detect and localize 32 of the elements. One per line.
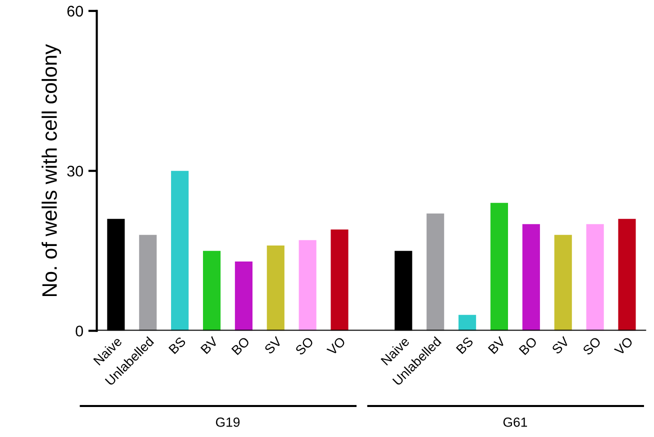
bar (171, 170, 189, 331)
x-tick-label: SV (551, 336, 570, 355)
bar (522, 224, 540, 331)
x-tick-label: BV (488, 336, 506, 354)
x-tick-label: VO (326, 336, 346, 356)
x-tick-label: BO (231, 336, 250, 356)
bar (139, 234, 157, 331)
x-tick-label: SO (582, 336, 602, 356)
bar (266, 246, 284, 331)
x-tick-label: BV (200, 336, 218, 354)
y-tick-label: 60 (67, 6, 83, 17)
y-tick-label: 30 (67, 166, 83, 177)
y-tick-label: 0 (76, 326, 83, 336)
y-axis-title: No. of wells with cell colony (42, 44, 62, 296)
bar (490, 202, 508, 331)
bar (330, 230, 348, 331)
text: G19 (216, 418, 240, 427)
bar (586, 224, 604, 331)
x-tick-label: SO (294, 336, 314, 356)
bar (554, 234, 572, 331)
bar (234, 262, 252, 331)
bar (298, 240, 316, 331)
text: G61 (503, 418, 528, 427)
x-tick-label: VO (614, 336, 634, 356)
x-tick-label: BS (456, 336, 474, 354)
bar (202, 250, 221, 331)
bar (458, 314, 476, 331)
x-tick-label: BO (518, 336, 538, 356)
bar (426, 214, 444, 331)
x-tick-label: BS (168, 336, 186, 354)
x-tick-label: SV (264, 336, 282, 355)
bar (618, 218, 636, 331)
